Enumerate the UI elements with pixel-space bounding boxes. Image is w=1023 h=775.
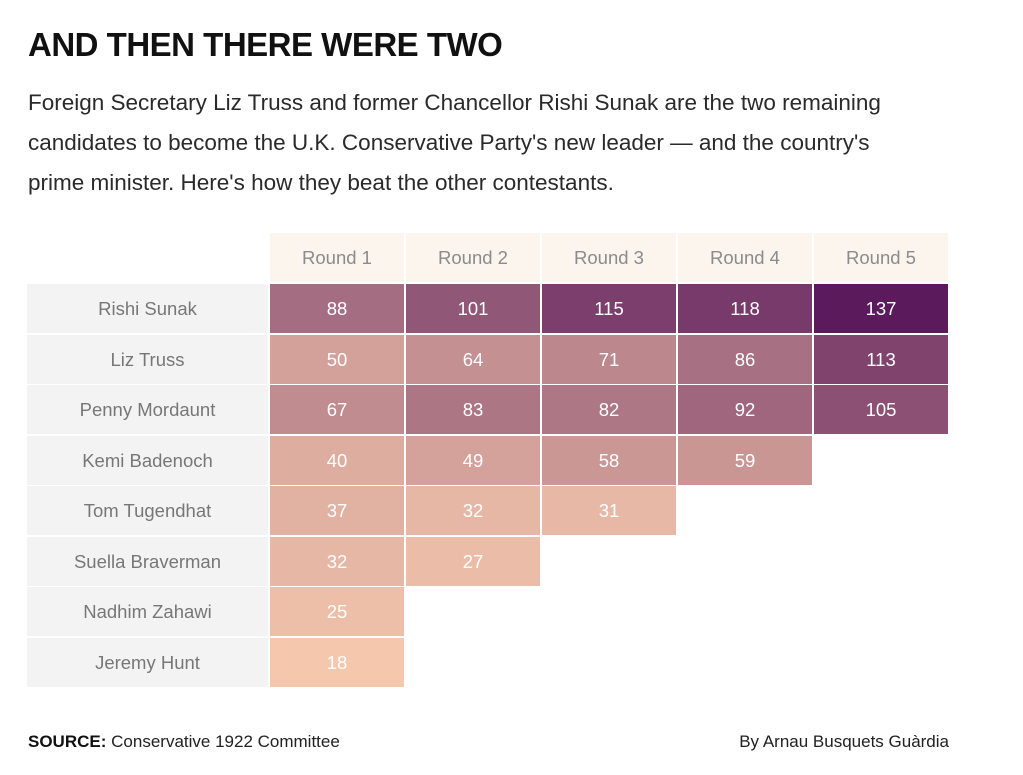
vote-heatmap: Round 1 Round 2 Round 3 Round 4 Round 5 Rishi… xyxy=(27,233,950,687)
vote-cell: 115 xyxy=(542,284,676,333)
vote-cell: 64 xyxy=(406,335,540,384)
vote-cell: 49 xyxy=(406,436,540,485)
vote-cell: 18 xyxy=(270,638,404,687)
vote-cell: 88 xyxy=(270,284,404,333)
row-label: Jeremy Hunt xyxy=(27,638,268,687)
vote-cell: 86 xyxy=(678,335,812,384)
row-label: Kemi Badenoch xyxy=(27,436,268,485)
vote-cell: 27 xyxy=(406,537,540,586)
row-label: Penny Mordaunt xyxy=(27,385,268,434)
vote-cell: 32 xyxy=(270,537,404,586)
vote-cell: 118 xyxy=(678,284,812,333)
vote-cell: 32 xyxy=(406,486,540,535)
column-header-round-5: Round 5 xyxy=(814,233,948,282)
vote-cell: 83 xyxy=(406,385,540,434)
row-label: Nadhim Zahawi xyxy=(27,587,268,636)
page-subtitle: Foreign Secretary Liz Truss and former C… xyxy=(28,90,881,195)
vote-cell: 59 xyxy=(678,436,812,485)
author-credit: By Arnau Busquets Guàrdia xyxy=(739,732,949,751)
source-text: Conservative 1922 Committee xyxy=(111,732,340,751)
row-label: Liz Truss xyxy=(27,335,268,384)
row-label: Rishi Sunak xyxy=(27,284,268,333)
source-label: SOURCE: xyxy=(28,732,107,751)
vote-cell: 50 xyxy=(270,335,404,384)
vote-cell: 37 xyxy=(270,486,404,535)
vote-cell: 105 xyxy=(814,385,948,434)
column-header-round-3: Round 3 xyxy=(542,233,676,282)
vote-cell: 82 xyxy=(542,385,676,434)
vote-cell: 92 xyxy=(678,385,812,434)
vote-cell: 71 xyxy=(542,335,676,384)
column-header-round-2: Round 2 xyxy=(406,233,540,282)
vote-cell: 40 xyxy=(270,436,404,485)
row-label: Tom Tugendhat xyxy=(27,486,268,535)
vote-cell: 25 xyxy=(270,587,404,636)
vote-cell: 137 xyxy=(814,284,948,333)
vote-cell: 67 xyxy=(270,385,404,434)
vote-cell: 58 xyxy=(542,436,676,485)
vote-cell: 31 xyxy=(542,486,676,535)
column-header-round-1: Round 1 xyxy=(270,233,404,282)
page-title: AND THEN THERE WERE TWO xyxy=(28,26,503,63)
source-note: SOURCE: Conservative 1922 Committee xyxy=(28,732,340,752)
column-header-round-4: Round 4 xyxy=(678,233,812,282)
vote-cell: 113 xyxy=(814,335,948,384)
row-label: Suella Braverman xyxy=(27,537,268,586)
vote-cell: 101 xyxy=(406,284,540,333)
